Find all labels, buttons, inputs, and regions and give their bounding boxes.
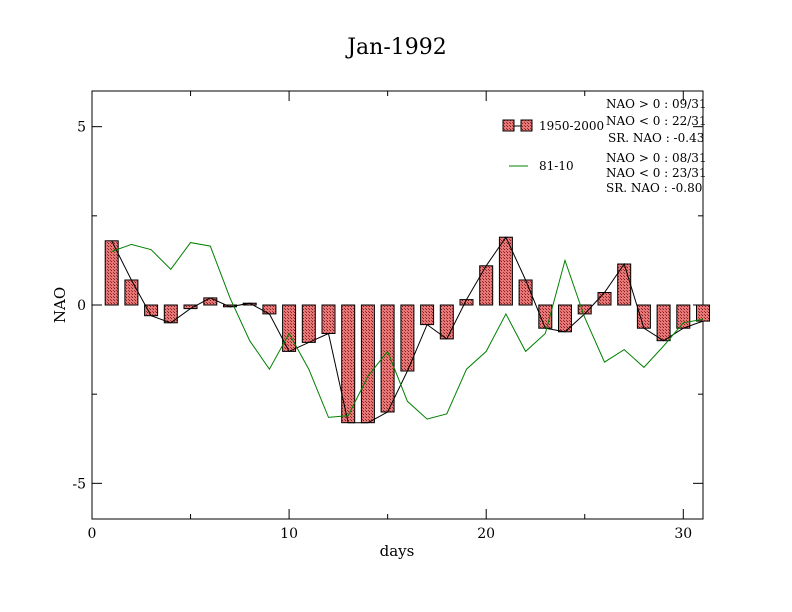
- legend-label-81-10: 81-10: [539, 159, 574, 173]
- chart-title: Jan-1992: [345, 35, 447, 60]
- bar-day-14: [360, 304, 375, 424]
- x-axis-label: days: [380, 542, 415, 560]
- x-tick-label-0: 0: [88, 526, 97, 542]
- bar-day-28: [636, 304, 651, 329]
- stats-1-positive: NAO > 0 : 09/31: [606, 97, 707, 111]
- y-tick-label-1: 0: [77, 298, 86, 314]
- legend: 1950-2000 81-10: [502, 119, 604, 173]
- bar-day-13: [341, 304, 356, 424]
- line-81-10: [111, 242, 704, 420]
- stats-2-sr: SR. NAO : -0.80: [606, 181, 702, 195]
- bar-day-12: [321, 304, 336, 334]
- bar-day-17: [420, 304, 435, 326]
- legend-swatch-1950-2000: [502, 119, 515, 132]
- y-axis-label: NAO: [51, 287, 69, 323]
- bar-day-10: [282, 304, 297, 352]
- y-tick-label-2: -5: [72, 476, 86, 492]
- axis-ticks: 0 10 20 30 5 0 -5: [72, 91, 703, 542]
- series-lines: [111, 236, 704, 424]
- x-tick-label-10: 10: [280, 526, 298, 542]
- bar-day-31: [696, 304, 710, 322]
- bar-day-20: [479, 265, 494, 306]
- bar-day-26: [597, 292, 612, 306]
- bars-1950-2000: [104, 236, 710, 424]
- y-tick-label-0: 5: [77, 120, 86, 136]
- bar-day-22: [518, 279, 533, 306]
- x-tick-label-20: 20: [477, 526, 495, 542]
- stats-1-sr: SR. NAO : -0.43: [608, 131, 704, 145]
- bar-day-9: [262, 304, 277, 315]
- legend-label-1950-2000: 1950-2000: [539, 119, 604, 133]
- line-1950-2000: [111, 236, 704, 424]
- x-tick-label-30: 30: [674, 526, 692, 542]
- stats-block: NAO > 0 : 09/31 NAO < 0 : 22/31 SR. NAO …: [606, 97, 707, 195]
- bar-day-18: [439, 304, 454, 340]
- stats-2-positive: NAO > 0 : 08/31: [606, 151, 707, 165]
- stats-1-negative: NAO < 0 : 22/31: [606, 114, 707, 128]
- bar-day-11: [301, 304, 316, 343]
- bar-day-15: [380, 304, 395, 413]
- bar-day-30: [676, 304, 691, 329]
- bar-day-29: [656, 304, 671, 342]
- stats-2-negative: NAO < 0 : 23/31: [606, 166, 707, 180]
- legend-swatch-1950-2000-b: [520, 119, 533, 132]
- bar-day-6: [203, 297, 218, 306]
- bar-day-2: [124, 279, 139, 306]
